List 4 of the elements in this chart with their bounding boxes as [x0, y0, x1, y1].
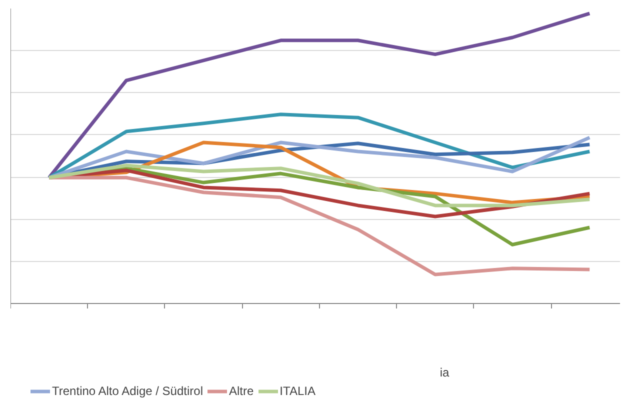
legend-label: Trentino Alto Adige / Südtirol — [52, 384, 203, 398]
legend-label: ITALIA — [280, 384, 316, 398]
text: ia — [440, 366, 450, 380]
legend-label: Altre — [228, 384, 254, 398]
